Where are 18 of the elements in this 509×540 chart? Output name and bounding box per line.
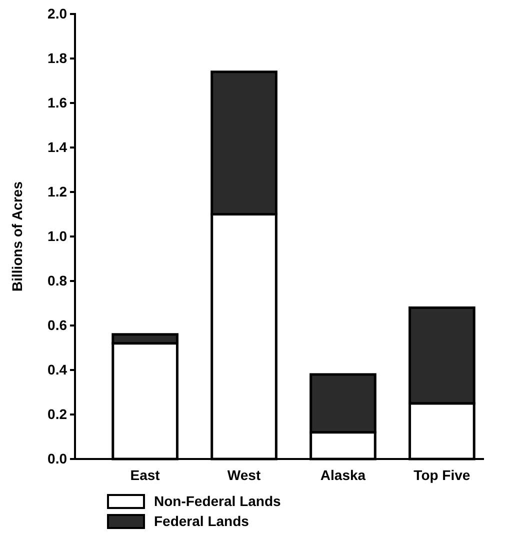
y-tick-label: 0.2 — [48, 406, 68, 422]
y-tick-label: 1.6 — [48, 94, 68, 110]
x-tick-label: Top Five — [414, 467, 470, 484]
y-tick-label: 0.6 — [48, 316, 68, 333]
y-tick-label: 0.8 — [48, 272, 68, 288]
y-tick-label: 1.4 — [48, 138, 68, 155]
legend-label: Federal Lands — [154, 513, 250, 529]
y-tick-label: 0.4 — [48, 361, 68, 378]
y-tick-label: 2.0 — [48, 5, 68, 22]
y-tick-label: 1.0 — [48, 228, 68, 244]
x-tick-label: West — [227, 467, 261, 484]
y-tick-label: 0.0 — [48, 450, 68, 466]
y-tick-label: 1.8 — [48, 50, 68, 66]
y-axis-title: Billions of Acres — [9, 181, 25, 292]
legend-label: Non-Federal Lands — [154, 493, 282, 509]
x-tick-label: Alaska — [320, 467, 366, 484]
x-tick-label: East — [130, 467, 160, 484]
y-tick-label: 1.2 — [48, 183, 68, 200]
